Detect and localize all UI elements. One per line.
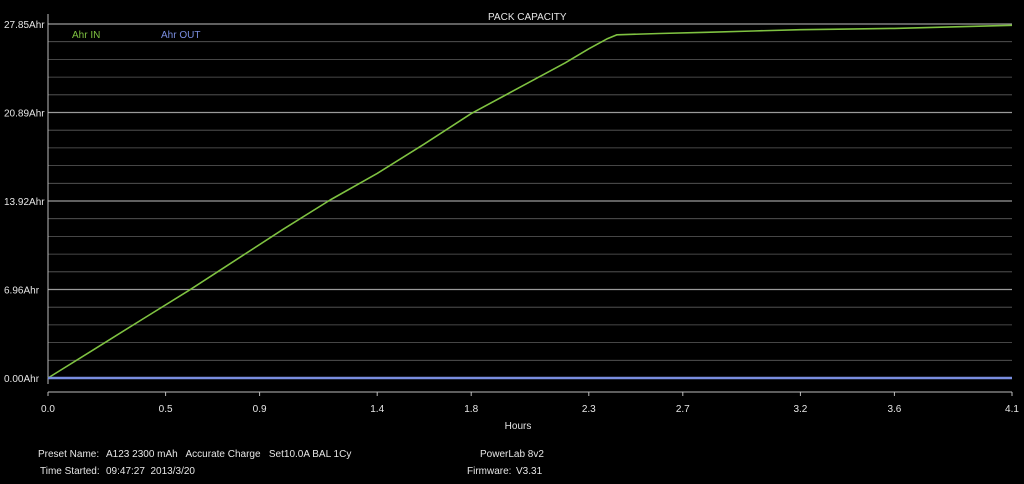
firmware-value: V3.31 [516,466,543,477]
x-tick-label: 1.4 [370,404,384,415]
y-tick-label: 0.00Ahr [4,374,40,385]
chart-title: PACK CAPACITY [488,12,567,23]
firmware-label: Firmware: [467,466,512,477]
x-tick-label: 3.2 [793,404,807,415]
x-tick-label: 2.3 [582,404,596,415]
legend-entry: Ahr OUT [161,30,200,41]
x-tick-label: 0.5 [159,404,173,415]
y-tick-label: 27.85Ahr [4,20,45,31]
x-tick-label: 0.0 [41,404,55,415]
x-tick-label: 3.6 [887,404,901,415]
pack-capacity-chart: 0.00Ahr 6.96Ahr 13.92Ahr 20.89Ahr 27.85Ahr 0.… [4,12,1019,432]
series-line-ahr-in [47,24,1013,379]
x-axis-title: Hours [505,421,532,432]
device-name: PowerLab 8v2 [480,449,544,460]
x-tick-label: 2.7 [676,404,690,415]
time-started-label: Time Started: [40,466,100,477]
y-tick-label: 13.92Ahr [4,197,45,208]
y-tick-label: 20.89Ahr [4,109,45,120]
preset-name-value: A123 2300 mAh Accurate Charge Set10.0A B… [106,449,352,460]
y-tick-label: 6.96Ahr [4,286,40,297]
legend-entry: Ahr IN [72,30,100,41]
x-tick-label: 1.8 [464,404,478,415]
x-tick-label: 0.9 [253,404,267,415]
preset-name-label: Preset Name: [38,449,100,460]
time-started-value: 09:47:27 2013/3/20 [106,466,195,477]
x-tick-label: 4.1 [1005,404,1019,415]
